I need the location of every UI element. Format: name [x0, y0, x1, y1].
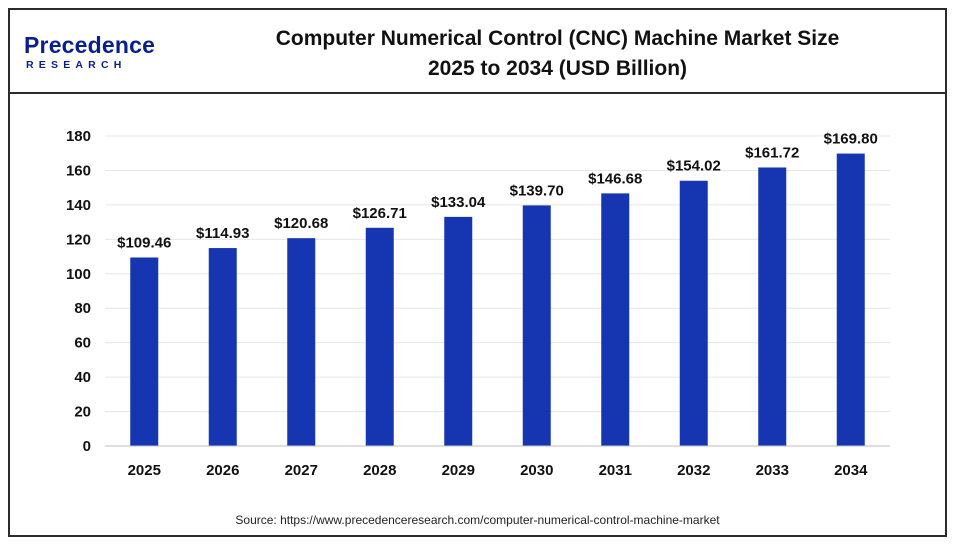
bar	[836, 153, 865, 447]
chart-frame: Precedence RESEARCH Computer Numerical C…	[8, 8, 947, 537]
x-tick-label: 2029	[442, 462, 475, 479]
data-label: $126.71	[353, 205, 407, 222]
data-labels: $109.46 $114.93 $120.68 $126.71 $133.04 $139.…	[117, 131, 878, 252]
header: Precedence RESEARCH Computer Numerical C…	[10, 10, 945, 94]
data-label: $161.72	[745, 144, 799, 161]
x-tick-label: 2026	[206, 462, 239, 479]
y-tick-label: 80	[74, 300, 91, 317]
bar	[679, 180, 708, 446]
bar	[130, 257, 159, 446]
data-label: $109.46	[117, 234, 171, 251]
y-tick-label: 140	[66, 197, 91, 214]
y-tick-label: 0	[83, 438, 91, 455]
y-axis-ticks: 0 20 40 60 80 100 120 140 160 180	[66, 128, 91, 455]
logo-name: Precedence	[24, 32, 156, 58]
y-tick-label: 40	[74, 369, 91, 386]
bars	[130, 153, 865, 447]
x-tick-label: 2030	[520, 462, 553, 479]
x-tick-label: 2028	[363, 462, 396, 479]
chart-subtitle: 2025 to 2034 (USD Billion)	[427, 57, 688, 80]
x-tick-label: 2033	[756, 462, 789, 479]
y-tick-label: 100	[66, 266, 91, 283]
data-label: $139.70	[510, 182, 564, 199]
y-tick-label: 20	[74, 404, 91, 421]
x-tick-label: 2031	[599, 462, 632, 479]
bar	[522, 205, 551, 446]
precedence-logo: Precedence RESEARCH	[24, 32, 174, 76]
data-label: $154.02	[667, 158, 721, 175]
data-label: $120.68	[274, 215, 328, 232]
data-label: $114.93	[196, 225, 249, 242]
bar	[287, 238, 316, 446]
source-note: Source: https://www.precedenceresearch.c…	[235, 513, 720, 527]
bar	[601, 193, 630, 446]
x-tick-label: 2025	[128, 462, 161, 479]
y-tick-label: 160	[66, 162, 91, 179]
data-label: $146.68	[588, 170, 642, 187]
bar	[444, 216, 473, 446]
bar	[758, 167, 787, 446]
bar	[208, 248, 237, 446]
y-tick-label: 180	[66, 128, 91, 145]
x-axis-ticks: 2025 2026 2027 2028 2029 2030 2031 2032 2033 2034	[128, 462, 869, 479]
data-label: $169.80	[824, 131, 878, 148]
chart-title: Computer Numerical Control (CNC) Machine…	[275, 27, 840, 50]
y-tick-label: 120	[66, 231, 91, 248]
x-tick-label: 2027	[285, 462, 318, 479]
logo-sub: RESEARCH	[26, 59, 127, 71]
x-tick-label: 2034	[834, 462, 868, 479]
data-label: $133.04	[431, 194, 486, 211]
y-tick-label: 60	[74, 335, 91, 352]
x-tick-label: 2032	[677, 462, 710, 479]
chart-title-block: Computer Numerical Control (CNC) Machine…	[190, 24, 925, 84]
bar	[365, 227, 394, 446]
